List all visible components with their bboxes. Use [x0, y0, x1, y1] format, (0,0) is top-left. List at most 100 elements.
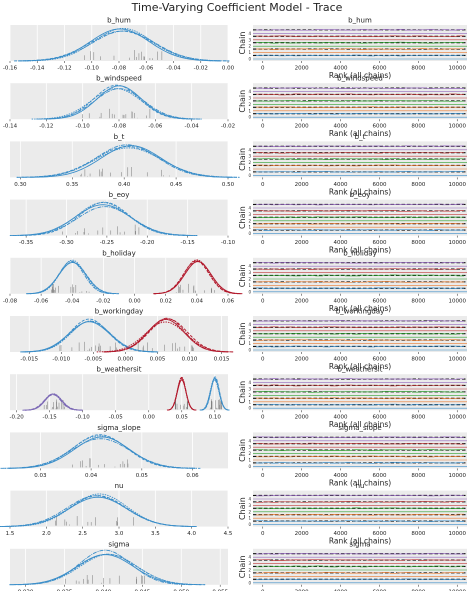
posterior-density-line: [96, 321, 235, 353]
posterior-density-line: [105, 317, 229, 353]
rank-tick-label: 2000: [295, 124, 309, 130]
rank-tick-label: 6000: [372, 124, 386, 130]
rank-chain-tick-label: 0: [248, 173, 251, 178]
posterior-tick-label: -0.04: [65, 298, 80, 304]
posterior-density-line: [17, 30, 230, 62]
rank-chain-tick-label: 0: [248, 406, 251, 411]
posterior-density-line: [154, 259, 240, 295]
rank-histogram-bars: [256, 397, 464, 400]
rank-tick-label: 10000: [449, 124, 467, 130]
rank-chain-tick-label: 1: [248, 50, 251, 55]
posterior-tick-label: -0.02: [194, 66, 208, 72]
posterior-tick-label: 0.05: [136, 473, 149, 479]
rank-chain-tick-label: 3: [248, 212, 251, 217]
posterior-tick-label: -0.20: [9, 415, 24, 421]
rank-tick-label: 4000: [334, 473, 348, 479]
posterior-density-line: [12, 206, 198, 236]
posterior-tick-label: 0.06: [222, 298, 235, 304]
posterior-tick-label: -0.05: [109, 415, 124, 421]
rank-tick-label: 10000: [449, 66, 467, 72]
rank-chain-tick-label: 2: [248, 44, 251, 49]
posterior-tick-label: -0.10: [221, 240, 236, 246]
posterior-tick-label: 0.06: [186, 473, 199, 479]
rank-histogram-bars: [256, 391, 464, 393]
posterior-tick-label: 0.05: [176, 415, 189, 421]
posterior-tick-label: -0.06: [139, 66, 154, 72]
rank-histogram-bars: [256, 513, 464, 516]
rank-tick-label: 8000: [411, 589, 425, 591]
posterior-tick-label: -0.04: [166, 66, 181, 72]
rank-histogram-bars: [256, 462, 464, 464]
rank-x-axis-label: Rank (all chains): [329, 304, 391, 313]
rank-tick-label: 2000: [295, 589, 309, 591]
rank-chain-tick-label: 1: [248, 399, 251, 404]
rank-chain-tick-label: 3: [248, 561, 251, 566]
posterior-tick-label: -0.04: [185, 124, 200, 130]
posterior-panel-background: [10, 374, 228, 411]
rank-chain-tick-label: 3: [248, 445, 251, 450]
posterior-panel-title: b_hum: [107, 17, 131, 25]
posterior-tick-label: 0.04: [191, 298, 204, 304]
rank-tick-label: 4000: [334, 66, 348, 72]
rank-histogram-bars: [256, 100, 464, 102]
rank-tick-label: 10000: [449, 531, 467, 537]
rank-chain-tick-label: 0: [248, 57, 251, 62]
rank-histogram-bars: [256, 151, 464, 154]
posterior-panel-background: [10, 199, 228, 236]
posterior-tick-label: 0.055: [212, 589, 228, 591]
posterior-tick-label: 0.045: [134, 589, 150, 591]
rank-tick-label: 8000: [411, 124, 425, 130]
rank-histogram-bars: [256, 203, 464, 206]
posterior-tick-label: 0.000: [118, 357, 134, 363]
rank-chain-tick-label: 4: [248, 497, 251, 502]
rank-histogram-bars: [256, 229, 464, 231]
rank-histogram-bars: [256, 552, 464, 555]
rank-histogram-bars: [256, 494, 464, 497]
posterior-panel-title: b_windspeed: [96, 75, 142, 83]
rank-histogram-bars: [256, 501, 464, 503]
posterior-tick-label: -0.08: [112, 124, 127, 130]
rank-tick-label: 8000: [411, 66, 425, 72]
rank-histogram-bars: [256, 93, 464, 96]
posterior-tick-label: 0.00: [128, 298, 141, 304]
rank-histogram-bars: [256, 268, 464, 270]
rank-histogram-bars: [256, 106, 464, 109]
rank-histogram-bars: [256, 87, 464, 89]
rank-tick-label: 10000: [449, 473, 467, 479]
posterior-density-line: [26, 261, 119, 295]
posterior-tick-label: 0.005: [150, 357, 166, 363]
posterior-density-line: [17, 549, 193, 586]
rank-histogram-bars: [256, 339, 464, 341]
posterior-tick-label: 0.02: [160, 298, 172, 304]
rank-chain-tick-label: 2: [248, 451, 251, 456]
rank-chain-tick-label: 1: [248, 108, 251, 113]
rank-chain-tick-label: 2: [248, 509, 251, 514]
rank-chain-tick-label: 2: [248, 393, 251, 398]
posterior-density-line: [154, 260, 242, 295]
rank-tick-label: 0: [261, 531, 265, 537]
rank-tick-label: 4000: [334, 240, 348, 246]
posterior-density-line: [167, 376, 196, 411]
rank-tick-label: 2000: [295, 415, 309, 421]
rank-y-axis-label: Chain: [238, 148, 247, 171]
rank-chain-tick-label: 3: [248, 96, 251, 101]
rank-histogram-bars: [256, 507, 464, 510]
rank-histogram-bars: [256, 320, 464, 322]
rank-tick-label: 0: [261, 66, 265, 72]
rank-y-axis-label: Chain: [238, 439, 247, 462]
rank-chain-tick-label: 3: [248, 270, 251, 275]
rank-histogram-bars: [256, 578, 464, 581]
rank-histogram-bars: [256, 565, 464, 568]
posterior-panel-title: sigma: [108, 540, 129, 548]
rank-chain-tick-label: 4: [248, 438, 251, 443]
rank-tick-label: 4000: [334, 589, 348, 591]
posterior-tick-label: -0.015: [20, 357, 38, 363]
rank-tick-label: 6000: [372, 589, 386, 591]
rank-histogram-bars: [256, 436, 464, 439]
rank-tick-label: 6000: [372, 240, 386, 246]
rank-tick-label: 2000: [295, 357, 309, 363]
rank-chain-tick-label: 4: [248, 555, 251, 560]
rank-x-axis-label: Rank (all chains): [329, 362, 391, 371]
rank-histogram-bars: [256, 384, 464, 387]
